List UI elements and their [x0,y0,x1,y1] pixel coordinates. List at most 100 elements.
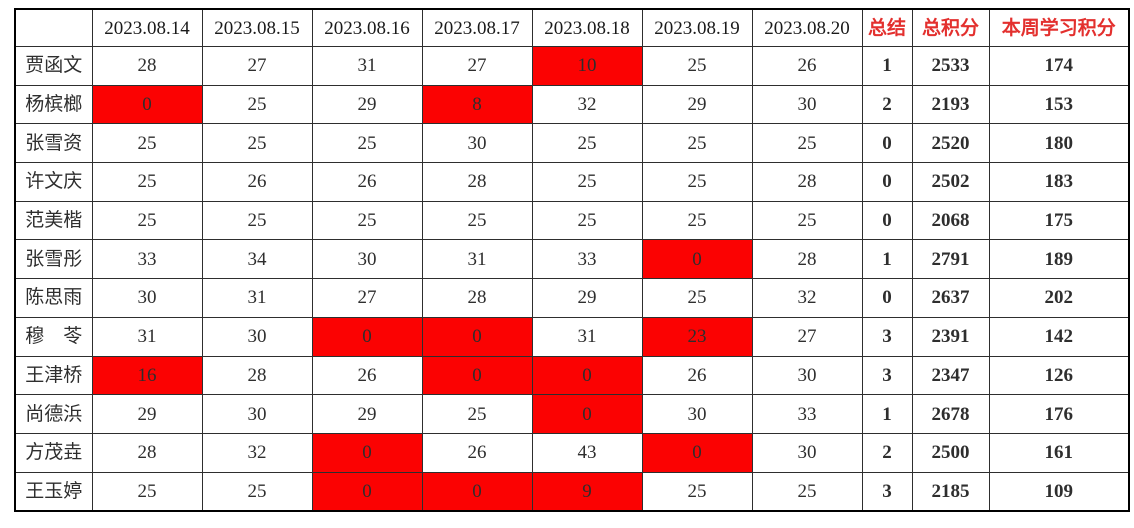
week-points-cell: 153 [988,84,1130,125]
score-cell: 33 [531,239,643,280]
score-cell: 25 [531,162,643,202]
col-header-date-2: 2023.08.15 [201,8,313,47]
score-cell-highlighted: 0 [311,432,423,473]
score-cell: 25 [311,200,423,241]
score-cell: 30 [201,394,313,434]
score-cell: 34 [201,239,313,280]
score-cell: 31 [311,46,423,86]
score-cell: 33 [751,394,863,434]
student-name-cell: 贾函文 [14,46,93,86]
score-cell-highlighted: 0 [531,394,643,434]
total-points-cell: 2520 [911,123,990,164]
student-name-cell: 王玉婷 [14,471,93,512]
student-name-cell: 穆 苓 [14,316,93,357]
week-points-cell: 189 [988,239,1130,280]
week-points-cell: 174 [988,46,1130,86]
score-cell: 31 [531,316,643,357]
score-cell: 25 [91,162,203,202]
col-header-empty [14,8,93,47]
week-points-cell: 183 [988,162,1130,202]
score-cell-highlighted: 0 [421,316,533,357]
score-cell-highlighted: 0 [641,239,753,280]
score-cell: 25 [201,200,313,241]
total-points-cell: 2678 [911,394,990,434]
score-cell: 30 [751,355,863,396]
score-cell: 25 [201,84,313,125]
score-cell: 32 [751,278,863,318]
score-cell: 32 [201,432,313,473]
score-cell: 26 [421,432,533,473]
score-cell: 25 [641,200,753,241]
score-cell: 31 [421,239,533,280]
score-cell: 32 [531,84,643,125]
score-cell: 28 [201,355,313,396]
score-cell: 25 [641,123,753,164]
score-cell: 28 [751,162,863,202]
total-points-cell: 2347 [911,355,990,396]
score-cell-highlighted: 0 [311,316,423,357]
col-header-date-7: 2023.08.20 [751,8,863,47]
total-points-cell: 2068 [911,200,990,241]
score-cell: 25 [641,46,753,86]
col-header-stat-9: 总积分 [911,8,990,47]
table-row: 张雪彤 33 34 30 31 33 0 28 1 2791 189 [14,239,1130,280]
score-cell: 25 [421,394,533,434]
score-cell-highlighted: 0 [421,355,533,396]
student-name-cell: 张雪资 [14,123,93,164]
total-points-cell: 2391 [911,316,990,357]
summary-cell: 0 [861,278,913,318]
col-header-stat-8: 总结 [861,8,913,47]
summary-cell: 1 [861,394,913,434]
score-cell: 30 [421,123,533,164]
week-points-cell: 180 [988,123,1130,164]
score-cell: 26 [201,162,313,202]
weekly-study-points-table-wrap: 2023.08.14 2023.08.15 2023.08.16 2023.08.17… [14,8,1130,513]
score-cell: 30 [311,239,423,280]
table-body: 贾函文 28 27 31 27 10 25 26 1 2533 174 杨槟榔 0 25 29 8 32 29 30… [14,46,1130,512]
col-header-date-6: 2023.08.19 [641,8,753,47]
col-header-date-3: 2023.08.16 [311,8,423,47]
summary-cell: 0 [861,123,913,164]
score-cell-highlighted: 9 [531,471,643,512]
total-points-cell: 2533 [911,46,990,86]
score-cell: 25 [531,200,643,241]
score-cell: 28 [421,278,533,318]
score-cell: 28 [421,162,533,202]
score-cell: 27 [421,46,533,86]
score-cell: 25 [421,200,533,241]
week-points-cell: 142 [988,316,1130,357]
score-cell: 25 [91,123,203,164]
week-points-cell: 161 [988,432,1130,473]
table-row: 尚德浜 29 30 29 25 0 30 33 1 2678 176 [14,394,1130,434]
table-row: 贾函文 28 27 31 27 10 25 26 1 2533 174 [14,46,1130,86]
score-cell: 31 [91,316,203,357]
score-cell: 29 [311,84,423,125]
score-cell: 30 [201,316,313,357]
header-row: 2023.08.14 2023.08.15 2023.08.16 2023.08.17… [14,8,1130,47]
score-cell: 25 [751,200,863,241]
score-cell: 25 [201,123,313,164]
student-name-cell: 王津桥 [14,355,93,396]
score-cell: 26 [641,355,753,396]
summary-cell: 1 [861,46,913,86]
table-row: 许文庆 25 26 26 28 25 25 28 0 2502 183 [14,162,1130,202]
score-cell-highlighted: 0 [421,471,533,512]
score-cell: 30 [751,84,863,125]
score-cell: 26 [311,355,423,396]
score-cell: 25 [91,200,203,241]
week-points-cell: 202 [988,278,1130,318]
score-cell: 25 [201,471,313,512]
score-cell: 25 [641,471,753,512]
student-name-cell: 尚德浜 [14,394,93,434]
student-name-cell: 范美楷 [14,200,93,241]
student-name-cell: 许文庆 [14,162,93,202]
week-points-cell: 109 [988,471,1130,512]
score-cell: 25 [641,162,753,202]
student-name-cell: 陈思雨 [14,278,93,318]
score-cell-highlighted: 0 [531,355,643,396]
table-row: 方茂垚 28 32 0 26 43 0 30 2 2500 161 [14,432,1130,473]
col-header-date-5: 2023.08.18 [531,8,643,47]
score-cell: 25 [311,123,423,164]
summary-cell: 2 [861,84,913,125]
score-cell: 25 [751,123,863,164]
